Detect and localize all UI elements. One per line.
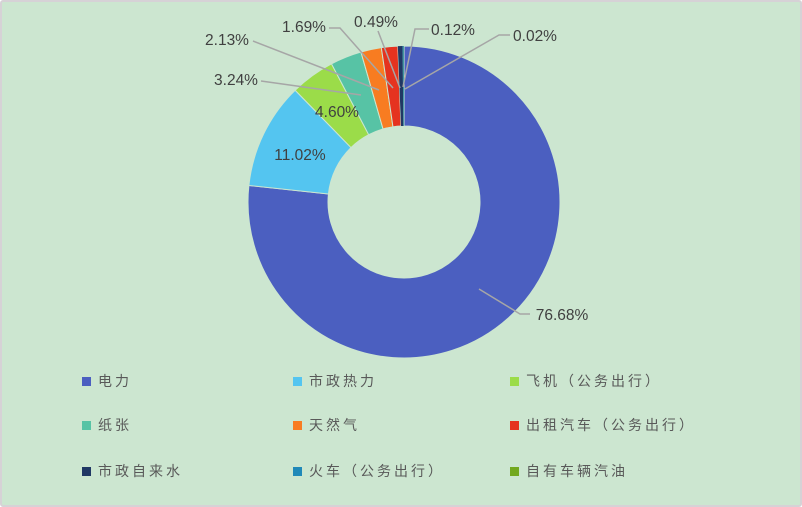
legend-item-natural-gas: 天然气 <box>293 416 360 434</box>
legend-label-electricity: 电力 <box>98 373 132 389</box>
leader-line-tap-water <box>377 30 401 89</box>
data-label-municipal-heat: 11.02% <box>274 147 326 164</box>
legend-item-paper: 纸张 <box>82 416 132 434</box>
legend-item-train-business: 火车（公务出行） <box>293 462 445 480</box>
legend-swatch-own-vehicle-gasoline <box>510 466 519 476</box>
legend-swatch-paper <box>82 420 91 430</box>
data-label-airplane-business: 4.60% <box>315 104 359 121</box>
data-label-electricity: 76.68% <box>536 307 589 324</box>
leader-line-electricity <box>478 288 530 315</box>
legend-item-electricity: 电力 <box>82 372 132 390</box>
leader-line-paper <box>260 80 362 96</box>
legend-label-own-vehicle-gasoline: 自有车辆汽油 <box>526 463 628 479</box>
legend-swatch-municipal-heat <box>293 376 302 386</box>
legend-label-train-business: 火车（公务出行） <box>309 463 445 479</box>
legend-label-paper: 纸张 <box>98 417 132 433</box>
legend-swatch-train-business <box>293 466 302 476</box>
legend-swatch-tap-water <box>82 466 91 476</box>
data-label-own-vehicle-gasoline: 0.02% <box>513 28 557 45</box>
leader-line-own-vehicle-gasoline <box>404 34 510 90</box>
legend-label-tap-water: 市政自来水 <box>98 463 183 479</box>
legend-swatch-airplane-business <box>510 376 519 386</box>
legend-swatch-taxi-business <box>510 420 519 430</box>
data-label-paper: 3.24% <box>214 72 258 89</box>
legend-item-taxi-business: 出租汽车（公务出行） <box>510 416 696 434</box>
legend-swatch-natural-gas <box>293 420 302 430</box>
leader-line-train-business <box>402 28 429 88</box>
legend-swatch-electricity <box>82 376 91 386</box>
data-label-train-business: 0.12% <box>431 22 475 39</box>
legend-item-municipal-heat: 市政热力 <box>293 372 377 390</box>
leader-line-natural-gas <box>252 40 380 91</box>
legend-label-municipal-heat: 市政热力 <box>309 373 377 389</box>
legend-item-tap-water: 市政自来水 <box>82 462 183 480</box>
legend-label-airplane-business: 飞机（公务出行） <box>526 373 662 389</box>
pie-slice-electricity <box>247 45 561 359</box>
legend-item-airplane-business: 飞机（公务出行） <box>510 372 662 390</box>
data-label-taxi-business: 1.69% <box>282 19 326 36</box>
data-label-tap-water: 0.49% <box>354 14 398 31</box>
pie-slice-tap-water <box>397 46 404 127</box>
legend-label-natural-gas: 天然气 <box>309 417 360 433</box>
leader-line-taxi-business <box>329 27 394 89</box>
legend-item-own-vehicle-gasoline: 自有车辆汽油 <box>510 462 628 480</box>
legend-label-taxi-business: 出租汽车（公务出行） <box>526 417 696 433</box>
data-label-natural-gas: 2.13% <box>205 32 249 49</box>
